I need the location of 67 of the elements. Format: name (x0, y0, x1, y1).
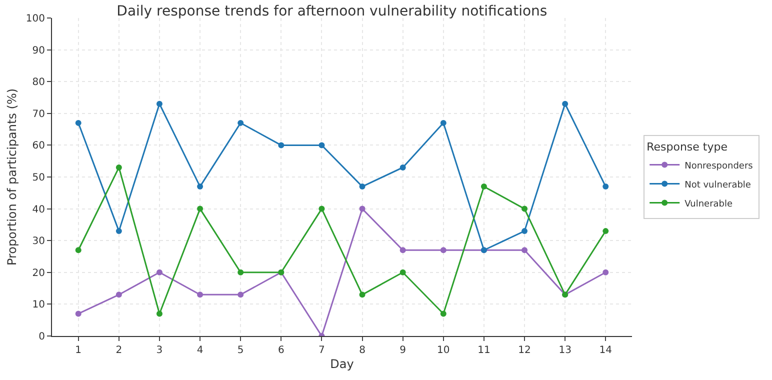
legend-label: Not vulnerable (684, 180, 752, 190)
point (562, 100, 568, 107)
point (400, 164, 406, 170)
y-tick-label: 70 (32, 108, 45, 120)
point (238, 292, 244, 298)
point (156, 100, 162, 107)
y-tick-label: 40 (32, 204, 45, 216)
y-tick-label: 20 (32, 268, 45, 279)
y-tick-label: 90 (32, 45, 45, 56)
x-tick-label: 3 (156, 345, 163, 356)
legend-title: Response type (646, 140, 728, 154)
x-tick-label: 5 (237, 345, 244, 356)
point (156, 310, 162, 317)
point (522, 247, 528, 254)
x-tick-label: 11 (478, 345, 490, 356)
x-tick-label: 8 (359, 345, 366, 356)
point (75, 120, 82, 126)
x-tick-label: 1 (75, 345, 82, 356)
point (278, 142, 284, 148)
point (116, 164, 122, 170)
point (522, 228, 528, 234)
point (359, 292, 366, 298)
y-tick-label: 10 (32, 300, 45, 311)
point (197, 184, 204, 190)
point (318, 142, 325, 148)
point (480, 184, 487, 190)
y-tick-label: 30 (32, 236, 45, 248)
point (197, 292, 204, 298)
y-tick-label: 50 (32, 172, 45, 184)
x-axis-title: Day (330, 356, 354, 371)
point (440, 120, 446, 126)
point (400, 247, 406, 254)
x-tick-label: 10 (437, 345, 450, 356)
x-tick-label: 14 (599, 345, 612, 356)
point (238, 120, 244, 126)
legend-label: Nonresponders (684, 161, 754, 172)
x-tick-label: 9 (400, 345, 406, 356)
point (602, 184, 609, 190)
point (359, 206, 366, 212)
point (75, 310, 82, 317)
point (359, 184, 366, 190)
y-tick-label: 60 (32, 140, 45, 152)
point (440, 310, 446, 317)
x-tick-label: 13 (558, 345, 572, 356)
point (522, 206, 528, 212)
point (156, 269, 162, 276)
point (116, 228, 122, 234)
chart-title: Daily response trends for afternoon vulnerability notifications (116, 4, 548, 20)
point (238, 269, 244, 276)
y-tick-label: 0 (38, 332, 45, 342)
point (400, 269, 406, 276)
y-tick-label: 100 (26, 14, 45, 24)
point (602, 228, 609, 234)
point (440, 247, 446, 254)
point (318, 206, 325, 212)
x-tick-label: 6 (278, 345, 284, 356)
point (75, 247, 82, 254)
x-tick-label: 7 (318, 345, 325, 356)
x-tick-label: 12 (518, 345, 531, 356)
legend-label: Vulnerable (684, 199, 734, 210)
point (116, 292, 122, 298)
point (197, 206, 204, 212)
x-tick-label: 4 (196, 345, 204, 356)
y-axis-title: Proportion of participants (%) (5, 88, 20, 266)
y-tick-label: 80 (32, 77, 45, 88)
point (602, 269, 609, 276)
x-tick-label: 2 (116, 345, 122, 356)
